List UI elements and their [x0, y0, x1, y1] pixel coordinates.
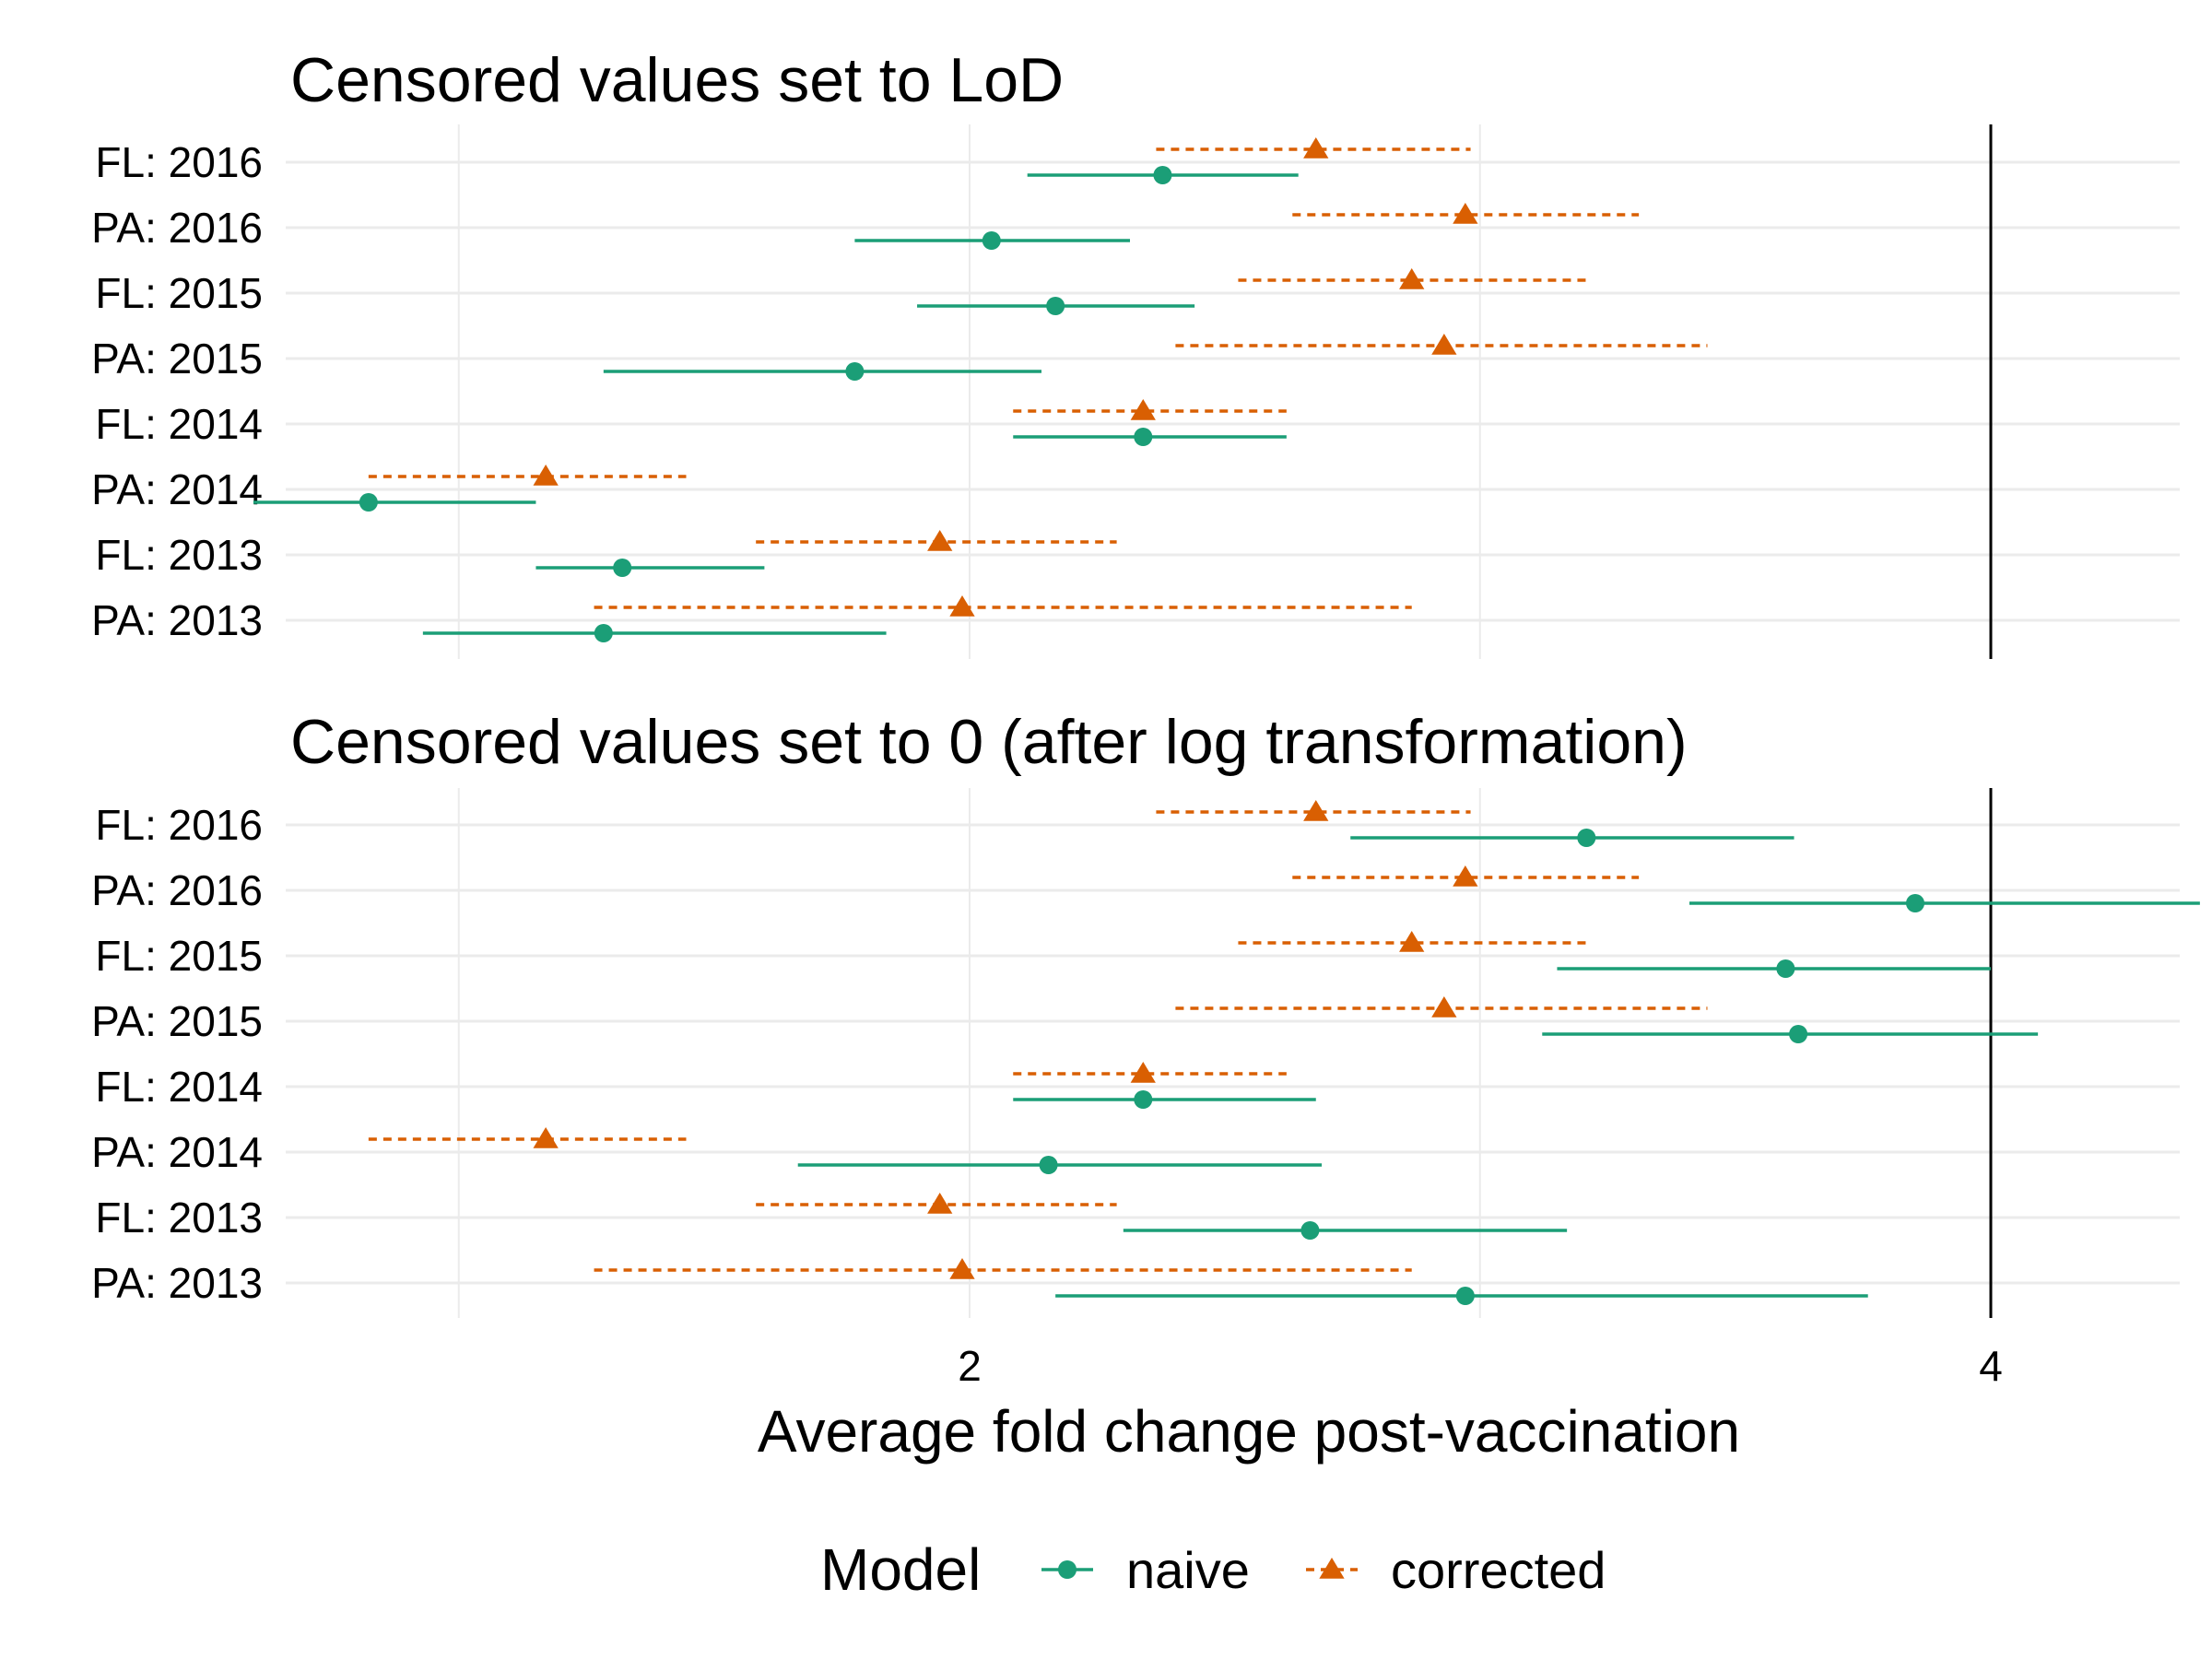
- x-tick-label-4: 4: [1979, 1342, 2003, 1390]
- legend-key-circle-naive: [1058, 1560, 1077, 1579]
- naive-point-fl-2013: [1300, 1221, 1320, 1240]
- naive-point-fl-2014: [1134, 428, 1153, 446]
- corrected-point-pa-2016: [1453, 203, 1478, 224]
- legend-key-triangle-corrected: [1319, 1558, 1345, 1579]
- corrected-point-pa-2015: [1431, 334, 1457, 355]
- row-label-pa-2013: PA: 2013: [91, 1259, 263, 1307]
- naive-point-pa-2015: [845, 362, 865, 381]
- corrected-point-fl-2013: [927, 530, 953, 551]
- row-label-fl-2015: FL: 2015: [95, 269, 263, 317]
- corrected-point-fl-2015: [1399, 268, 1425, 289]
- panel-title: Censored values set to 0 (after log tran…: [290, 707, 1688, 777]
- naive-point-fl-2015: [1046, 297, 1065, 315]
- panel-2: Censored values set to 0 (after log tran…: [91, 707, 2200, 1318]
- corrected-point-pa-2016: [1453, 865, 1478, 887]
- corrected-point-fl-2016: [1303, 800, 1329, 821]
- x-axis-title: Average fold change post-vaccination: [758, 1398, 1740, 1465]
- naive-point-pa-2014: [1039, 1156, 1058, 1174]
- naive-point-pa-2014: [359, 493, 378, 512]
- corrected-point-pa-2013: [949, 595, 975, 617]
- corrected-point-pa-2014: [533, 1127, 559, 1148]
- legend-items: naive corrected: [1041, 1541, 1606, 1599]
- naive-point-fl-2013: [613, 559, 632, 577]
- corrected-point-fl-2016: [1303, 137, 1329, 159]
- row-label-fl-2014: FL: 2014: [95, 1063, 263, 1111]
- corrected-point-fl-2014: [1130, 1062, 1156, 1083]
- row-label-pa-2015: PA: 2015: [91, 335, 263, 382]
- legend-label-naive: naive: [1126, 1541, 1250, 1599]
- corrected-point-fl-2013: [927, 1193, 953, 1214]
- row-label-pa-2016: PA: 2016: [91, 204, 263, 252]
- naive-point-pa-2015: [1789, 1025, 1808, 1043]
- naive-point-pa-2013: [594, 624, 613, 642]
- row-label-pa-2016: PA: 2016: [91, 866, 263, 914]
- row-label-pa-2013: PA: 2013: [91, 596, 263, 644]
- naive-point-fl-2015: [1776, 959, 1795, 978]
- row-label-pa-2014: PA: 2014: [91, 465, 263, 513]
- row-label-pa-2015: PA: 2015: [91, 997, 263, 1045]
- naive-point-pa-2013: [1455, 1287, 1475, 1305]
- panel-1: Censored values set to LoD FL: 2016 PA: 20…: [91, 45, 2180, 659]
- row-label-pa-2014: PA: 2014: [91, 1128, 263, 1176]
- corrected-point-pa-2015: [1431, 996, 1457, 1018]
- legend: Model naive corrected: [820, 1536, 1606, 1603]
- panel-title: Censored values set to LoD: [290, 45, 1064, 115]
- legend-title: Model: [820, 1536, 981, 1603]
- panels: Censored values set to LoD FL: 2016 PA: 20…: [91, 45, 2200, 1318]
- naive-point-fl-2016: [1577, 829, 1596, 847]
- naive-point-fl-2016: [1153, 166, 1172, 184]
- row-label-fl-2016: FL: 2016: [95, 801, 263, 849]
- naive-point-pa-2016: [1906, 894, 1925, 912]
- corrected-point-fl-2014: [1130, 399, 1156, 420]
- x-tick-label-2: 2: [958, 1342, 982, 1390]
- corrected-point-pa-2013: [949, 1258, 975, 1279]
- legend-label-corrected: corrected: [1391, 1541, 1606, 1599]
- row-label-fl-2016: FL: 2016: [95, 138, 263, 186]
- naive-point-fl-2014: [1134, 1090, 1153, 1109]
- corrected-point-fl-2015: [1399, 931, 1425, 952]
- row-label-fl-2013: FL: 2013: [95, 1194, 263, 1241]
- row-label-fl-2015: FL: 2015: [95, 932, 263, 980]
- corrected-point-pa-2014: [533, 465, 559, 486]
- naive-point-pa-2016: [982, 231, 1001, 250]
- row-label-fl-2014: FL: 2014: [95, 400, 263, 448]
- row-label-fl-2013: FL: 2013: [95, 531, 263, 579]
